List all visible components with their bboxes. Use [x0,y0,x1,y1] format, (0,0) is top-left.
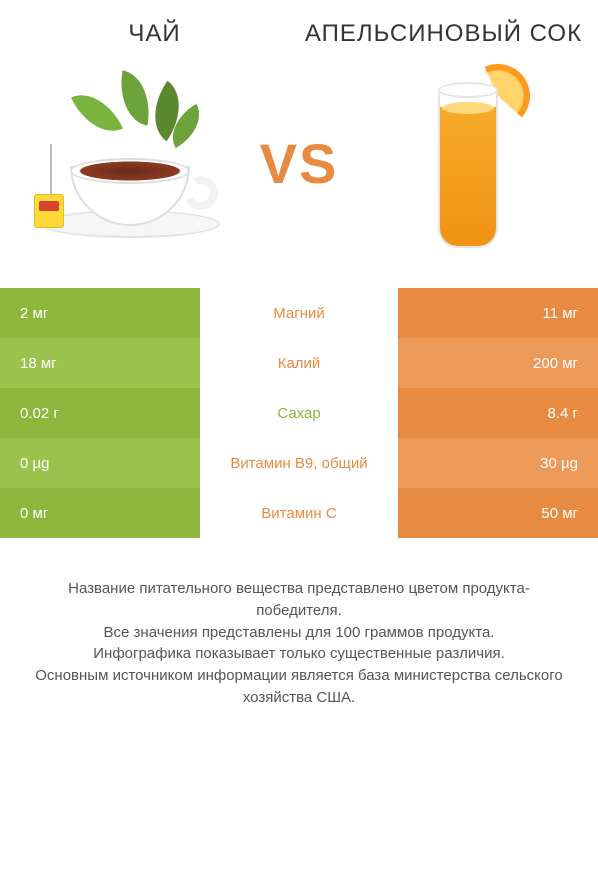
cell-right: 11 мг [398,288,598,338]
footer-line: Все значения представлены для 100 граммо… [30,622,568,644]
tea-illustration [30,68,230,258]
footer-text: Название питательного вещества представл… [0,538,598,729]
comparison-table: 2 мгМагний11 мг18 мгКалий200 мг0.02 гСах… [0,288,598,538]
cell-left: 0 мг [0,488,200,538]
cell-nutrient: Витамин C [200,488,398,538]
cell-left: 2 мг [0,288,200,338]
table-row: 0 µgВитамин B9, общий30 µg [0,438,598,488]
footer-line: Название питательного вещества представл… [30,578,568,622]
juice-illustration [368,68,568,258]
title-left: ЧАЙ [10,20,299,48]
cell-nutrient: Витамин B9, общий [200,438,398,488]
table-row: 0 мгВитамин C50 мг [0,488,598,538]
table-row: 0.02 гСахар8.4 г [0,388,598,438]
title-right: АПЕЛЬСИНОВЫЙ СОК [299,20,588,48]
cell-right: 200 мг [398,338,598,388]
vs-label: VS [260,131,339,196]
table-row: 18 мгКалий200 мг [0,338,598,388]
cell-left: 0.02 г [0,388,200,438]
cell-right: 50 мг [398,488,598,538]
cell-left: 0 µg [0,438,200,488]
footer-line: Основным источником информации является … [30,665,568,709]
images-row: VS [0,58,598,288]
cell-nutrient: Магний [200,288,398,338]
titles-row: ЧАЙ АПЕЛЬСИНОВЫЙ СОК [0,0,598,58]
cell-right: 30 µg [398,438,598,488]
cell-nutrient: Калий [200,338,398,388]
cell-right: 8.4 г [398,388,598,438]
cell-nutrient: Сахар [200,388,398,438]
footer-line: Инфографика показывает только существенн… [30,643,568,665]
cell-left: 18 мг [0,338,200,388]
table-row: 2 мгМагний11 мг [0,288,598,338]
